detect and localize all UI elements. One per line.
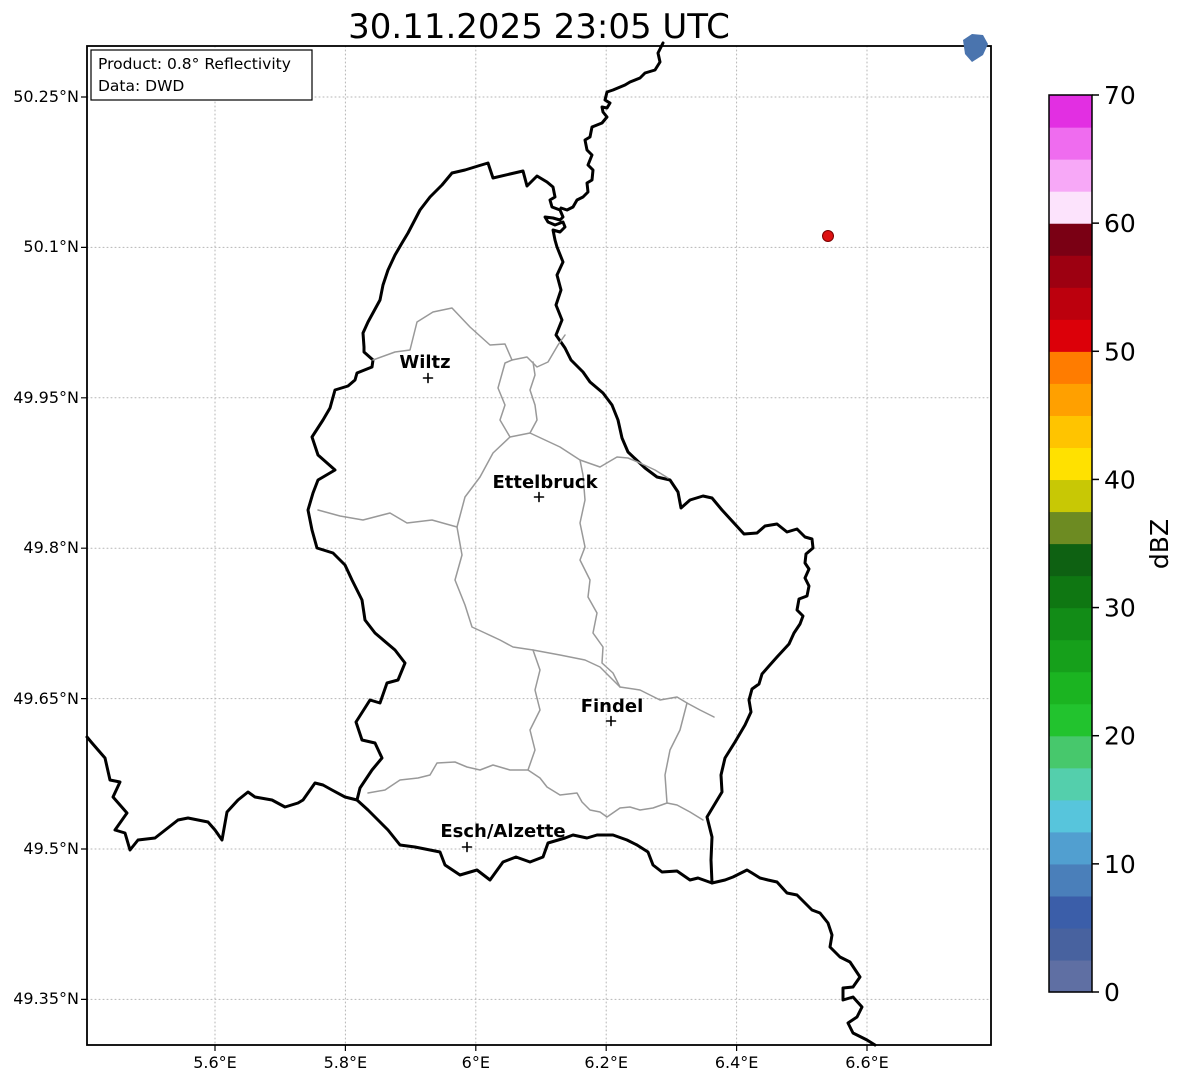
border-moselle-france-germany [710,868,877,1047]
colorbar-tick-value: 40 [1104,465,1136,494]
city-markers [422,372,617,853]
colorbar-cell [1049,415,1092,448]
city-marker-findel [605,715,617,727]
colorbar-cell [1049,575,1092,609]
x-tick-label: 6°E [462,1053,490,1072]
colorbar-cell [1049,511,1092,545]
y-tick-label: 50.1°N [23,237,79,256]
colorbar-cell [1049,831,1092,865]
colorbar-ticks [1092,94,1099,993]
data-source-line: Data: DWD [98,77,184,95]
colorbar-unit-label: dBZ [1145,519,1174,569]
colorbar-cell [1049,383,1092,416]
colorbar-cell [1049,287,1092,320]
page-title: 30.11.2025 23:05 UTC [348,7,730,47]
axis-ticks [81,96,868,1051]
city-marker-wiltz [422,372,434,384]
colorbar-tick-value: 0 [1104,978,1120,1007]
colorbar-tick-value: 50 [1104,337,1136,366]
plot-frame [86,45,992,1046]
y-tick-label: 49.95°N [13,388,79,407]
colorbar-cell [1049,95,1092,128]
colorbar-tick-value: 20 [1104,722,1136,751]
y-tick-label: 49.65°N [13,689,79,708]
x-tick-label: 6.2°E [584,1053,628,1072]
city-label-esch: Esch/Alzette [440,821,565,842]
colorbar-cell [1049,799,1092,833]
colorbar-cell [1049,671,1092,705]
colorbar-frame [1048,94,1093,993]
city-marker-esch [461,841,473,853]
colorbar-tick-value: 70 [1104,81,1136,110]
y-tick-label: 49.8°N [23,538,79,557]
colorbar-tick-value: 30 [1104,594,1136,623]
city-marker-ettelbruck [533,491,545,503]
y-axis-labels: 50.25°N 50.1°N 49.95°N 49.8°N 49.65°N 49… [13,87,79,1008]
colorbar-cell [1049,223,1092,256]
y-tick-label: 49.5°N [23,839,79,858]
colorbar-cell [1049,447,1092,481]
x-tick-label: 6.4°E [715,1053,759,1072]
colorbar-cell [1049,191,1092,224]
colorbar-cell [1049,639,1092,673]
x-axis-labels: 5.6°E 5.8°E 6°E 6.2°E 6.4°E 6.6°E [193,1053,889,1072]
colorbar-cell [1049,607,1092,641]
city-label-ettelbruck: Ettelbruck [492,472,598,493]
product-line: Product: 0.8° Reflectivity [98,55,291,73]
colorbar-cell [1049,703,1092,737]
colorbar-cell [1049,959,1092,993]
radar-site-dot [822,230,834,242]
colorbar-tick-value: 60 [1104,209,1136,238]
colorbar-cell [1049,159,1092,192]
colorbar-cell [1049,479,1092,513]
graticule-grid [86,45,992,1046]
colorbar-cell [1049,927,1092,961]
city-label-findel: Findel [581,696,644,717]
country-borders [85,41,877,1047]
y-tick-label: 49.35°N [13,989,79,1008]
colorbar-cell [1049,255,1092,288]
colorbar-cell [1049,351,1092,384]
colorbar-cell [1049,127,1092,160]
x-tick-label: 5.6°E [193,1053,237,1072]
product-info-frame [90,49,313,101]
reflectivity-echo-patch [963,34,988,62]
colorbar-cell [1049,767,1092,801]
x-tick-label: 5.8°E [324,1053,368,1072]
colorbar-tick-value: 10 [1104,850,1136,879]
colorbar-tick-labels: 0 10 20 30 40 50 60 70 [1104,81,1136,1007]
border-belgium-germany [559,41,665,212]
x-tick-label: 6.6°E [845,1053,889,1072]
colorbar-cell [1049,863,1092,897]
colorbar-cell [1049,735,1092,769]
colorbar-cells [1049,95,1092,993]
y-tick-label: 50.25°N [13,87,79,106]
plot-background [87,46,991,1045]
border-france-belgium [85,735,359,852]
colorbar-cell [1049,543,1092,577]
product-info-box: Product: 0.8° Reflectivity Data: DWD [90,49,313,101]
colorbar-cell [1049,895,1092,929]
colorbar-cell [1049,319,1092,352]
city-label-wiltz: Wiltz [399,352,450,373]
border-luxembourg [306,161,815,885]
canton-borders [317,307,715,821]
